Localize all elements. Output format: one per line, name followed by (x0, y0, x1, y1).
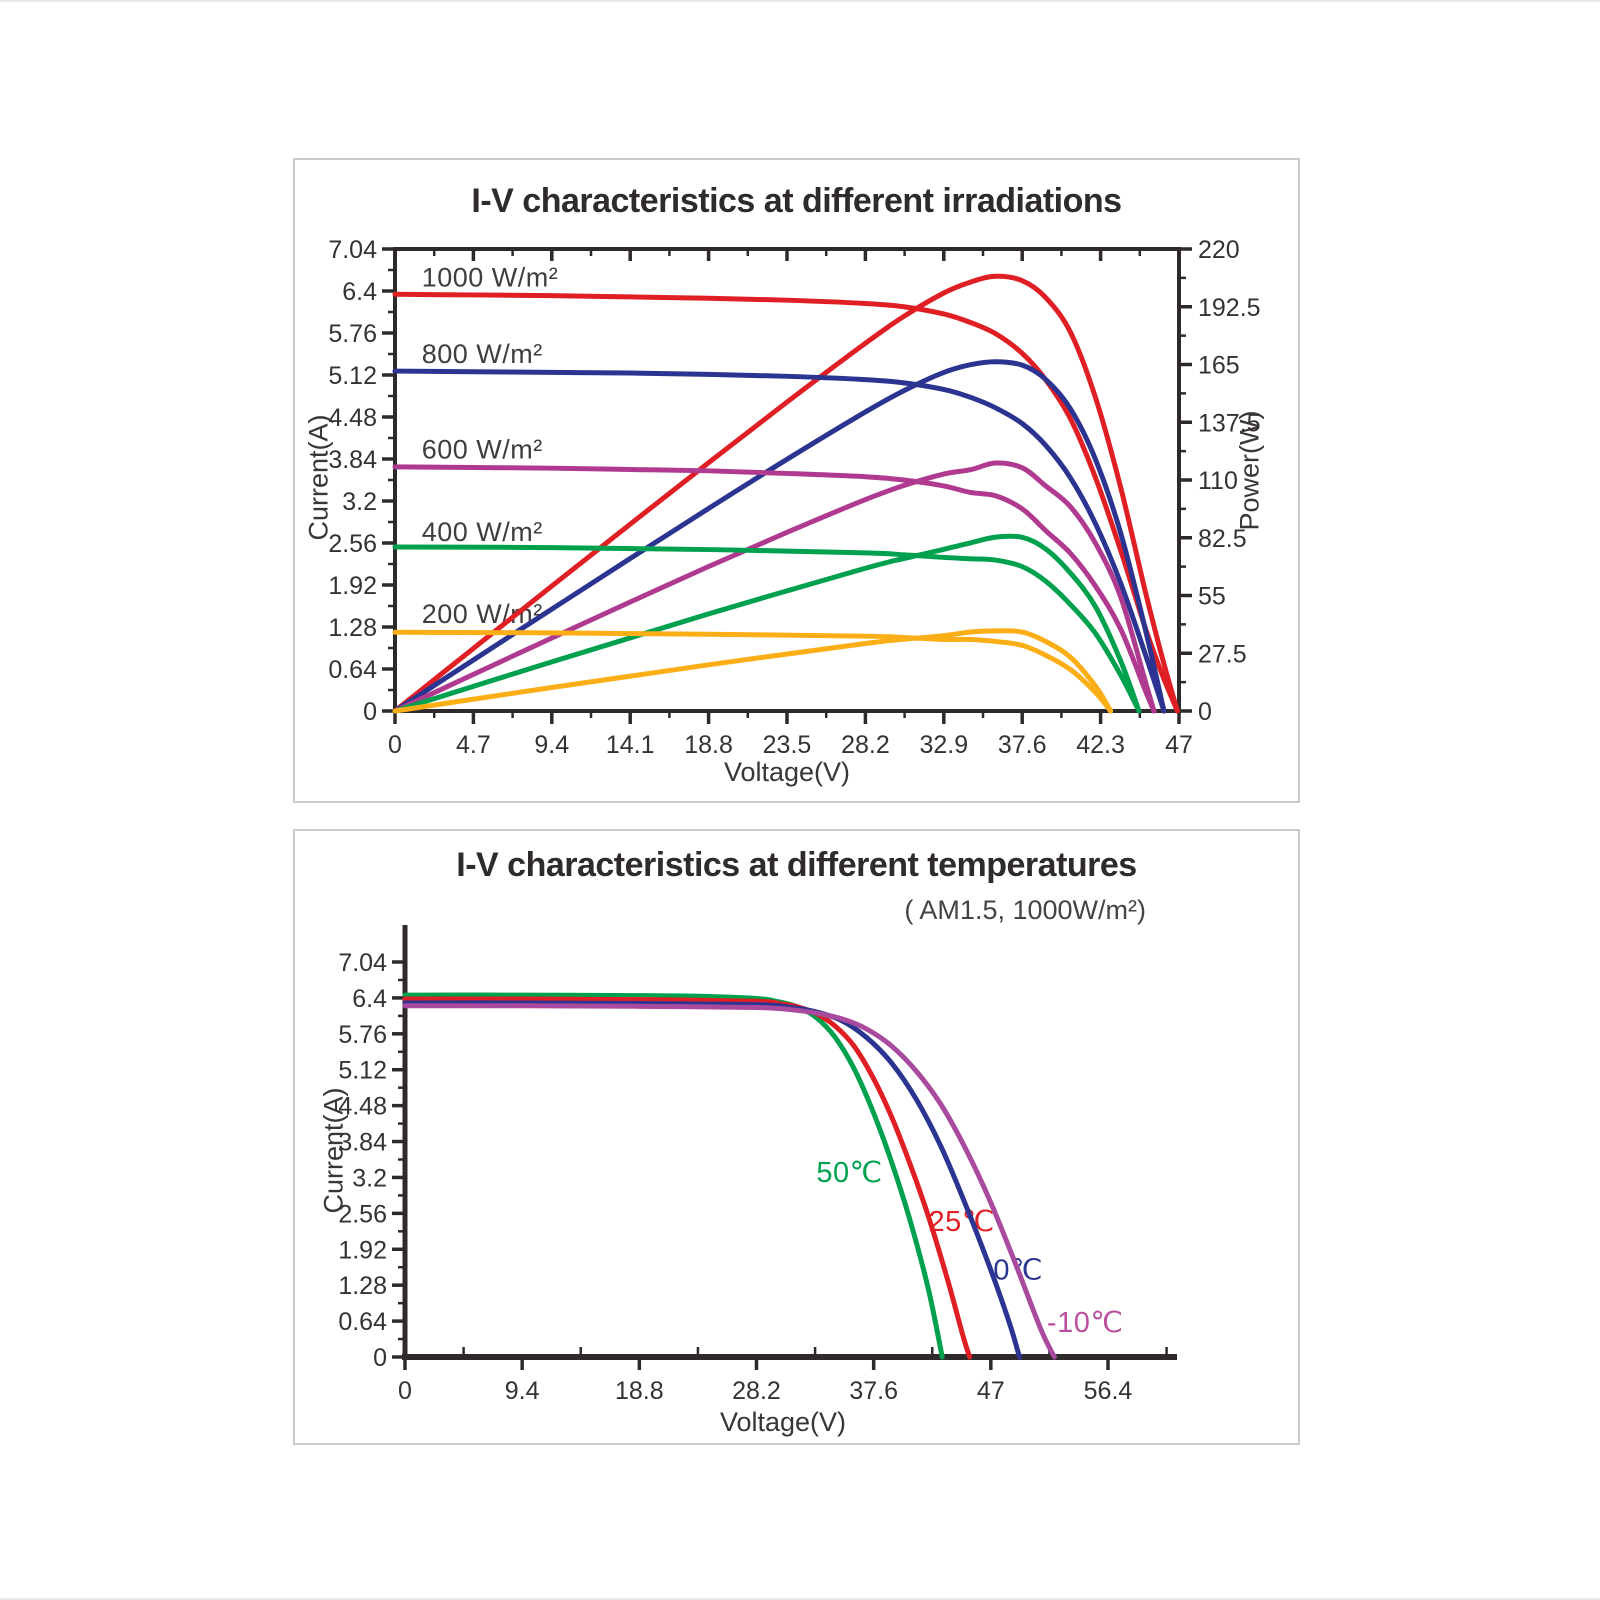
svg-text:4.48: 4.48 (328, 404, 377, 432)
svg-text:27.5: 27.5 (1198, 640, 1247, 668)
power-curve (392, 460, 1157, 714)
svg-text:42.3: 42.3 (1076, 731, 1125, 759)
svg-text:18.8: 18.8 (615, 1377, 664, 1405)
svg-text:9.4: 9.4 (534, 731, 569, 759)
svg-text:18.8: 18.8 (684, 731, 733, 759)
power-curve (392, 359, 1167, 714)
svg-text:37.6: 37.6 (998, 731, 1047, 759)
svg-text:1.92: 1.92 (338, 1236, 387, 1264)
curve-label: 25℃ (929, 1206, 995, 1238)
bottom-edge-divider (0, 1598, 1600, 1600)
iv-temperatures-series-0℃ (402, 1000, 1023, 1360)
svg-text:4.7: 4.7 (456, 731, 491, 759)
svg-text:0: 0 (373, 1344, 387, 1372)
svg-text:1.28: 1.28 (328, 614, 377, 642)
svg-text:137.5: 137.5 (1198, 409, 1261, 437)
svg-text:3.2: 3.2 (342, 488, 377, 516)
temperature-chart-panel: I-V characteristics at different tempera… (293, 829, 1300, 1445)
curve-label: -10℃ (1047, 1307, 1123, 1339)
svg-text:110: 110 (1198, 467, 1238, 495)
curve-label: 400 W/m² (422, 517, 543, 547)
svg-text:14.1: 14.1 (606, 731, 655, 759)
iv-temperatures-curve-labels: 50℃25℃0℃-10℃ (816, 1157, 1123, 1339)
svg-text:6.4: 6.4 (342, 278, 377, 306)
temperature-chart-subtitle: ( AM1.5, 1000W/m²) (904, 895, 1146, 925)
top-edge-divider (0, 0, 1600, 2)
iv-curve (392, 291, 1180, 714)
temperature-chart-title: I-V characteristics at different tempera… (456, 846, 1137, 884)
svg-text:7.04: 7.04 (328, 236, 377, 264)
curve-label: 800 W/m² (422, 339, 543, 369)
svg-text:0.64: 0.64 (338, 1308, 387, 1336)
iv-curve (392, 629, 1114, 714)
svg-text:82.5: 82.5 (1198, 525, 1247, 553)
curve-label: 200 W/m² (422, 599, 543, 629)
svg-text:3.84: 3.84 (338, 1129, 387, 1157)
iv-curve (392, 544, 1142, 714)
iv-temperatures-series-50℃ (402, 992, 945, 1360)
svg-text:47: 47 (977, 1377, 1005, 1405)
svg-text:165: 165 (1198, 352, 1240, 380)
svg-text:7.04: 7.04 (338, 949, 387, 977)
svg-text:0: 0 (388, 731, 402, 759)
svg-text:5.12: 5.12 (328, 362, 377, 390)
svg-text:6.4: 6.4 (352, 985, 387, 1013)
svg-text:28.2: 28.2 (841, 731, 890, 759)
svg-text:1.28: 1.28 (338, 1272, 387, 1300)
irradiation-chart-title: I-V characteristics at different irradia… (471, 182, 1122, 220)
iv-curve (402, 1003, 1057, 1360)
svg-text:9.4: 9.4 (505, 1377, 540, 1405)
svg-text:47: 47 (1165, 731, 1193, 759)
iv-curve (392, 368, 1167, 714)
svg-text:5.76: 5.76 (328, 320, 377, 348)
svg-text:56.4: 56.4 (1084, 1377, 1133, 1405)
iv-curve (402, 1000, 1023, 1360)
iv-curve (402, 996, 973, 1360)
svg-text:3.2: 3.2 (352, 1164, 387, 1192)
iv-irradiations-series-600 W/m² (392, 460, 1157, 714)
irradiation-chart-panel: I-V characteristics at different irradia… (293, 158, 1300, 803)
svg-text:0: 0 (398, 1377, 412, 1405)
iv-irradiations-curve-labels: 1000 W/m² 800 W/m² 600 W/m² 400 W/m² 200 W/m… (422, 262, 559, 629)
curve-label: 600 W/m² (422, 434, 543, 464)
svg-text:23.5: 23.5 (763, 731, 812, 759)
curve-label: 1000 W/m² (422, 262, 559, 292)
svg-text:1.92: 1.92 (328, 572, 377, 600)
iv-curve (402, 992, 945, 1360)
iv-temperatures-series--10℃ (402, 1003, 1057, 1360)
iv-curve (392, 464, 1157, 714)
svg-text:5.12: 5.12 (338, 1057, 387, 1085)
svg-text:28.2: 28.2 (732, 1377, 781, 1405)
svg-text:192.5: 192.5 (1198, 294, 1261, 322)
svg-text:4.48: 4.48 (338, 1093, 387, 1121)
svg-text:32.9: 32.9 (919, 731, 968, 759)
svg-text:0: 0 (363, 698, 377, 726)
irradiation-plot-area: 0 4.7 9.4 14.1 18.8 23.5 28.2 32.9 37.6 42.3 4700.… (328, 236, 1261, 759)
iv-irradiations-series-200 W/m² (392, 628, 1114, 714)
power-curve (392, 628, 1114, 714)
svg-text:0.64: 0.64 (328, 656, 377, 684)
svg-text:2.56: 2.56 (338, 1200, 387, 1228)
svg-text:3.84: 3.84 (328, 446, 377, 474)
temperature-x-axis-label: Voltage(V) (719, 1407, 847, 1437)
svg-text:55: 55 (1198, 583, 1226, 611)
iv-temperatures-axes (402, 925, 1177, 1360)
irradiation-x-axis-label: Voltage(V) (723, 757, 851, 787)
curve-label: 50℃ (816, 1157, 882, 1189)
iv-irradiations-series-800 W/m² (392, 359, 1167, 714)
svg-text:37.6: 37.6 (849, 1377, 898, 1405)
svg-text:5.76: 5.76 (338, 1021, 387, 1049)
iv-temperatures-series-25℃ (402, 996, 973, 1360)
temperature-plot-area: 0 9.4 18.8 28.2 37.6 47 56.4 0 0.64 1.28 1.92 2.56 3… (338, 925, 1177, 1405)
svg-text:2.56: 2.56 (328, 530, 377, 558)
svg-text:0: 0 (1198, 698, 1212, 726)
svg-text:220: 220 (1198, 236, 1240, 264)
